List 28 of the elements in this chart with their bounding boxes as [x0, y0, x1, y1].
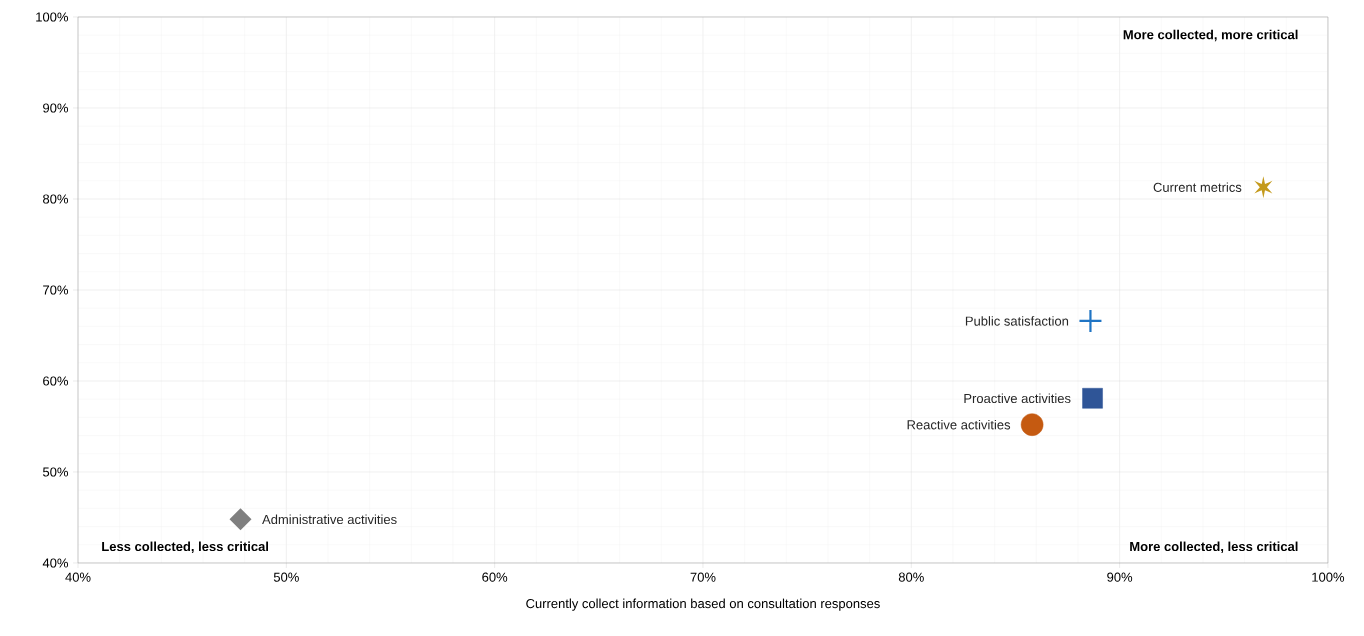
point — [1079, 309, 1102, 332]
y-tick-label: 50% — [42, 467, 69, 477]
annotation: More collected, more critical — [1123, 29, 1298, 42]
series-label: Current metrics — [1153, 182, 1242, 192]
x-axis-title: Currently collect information based on consultation responses — [526, 598, 880, 611]
series-label: Proactive activities — [964, 393, 1071, 404]
y-tick-label: 100% — [36, 12, 69, 22]
x-tick-label: 90% — [1107, 572, 1133, 582]
series-label: Reactive activities — [907, 419, 1011, 430]
point — [229, 508, 252, 531]
x-tick-label: 60% — [482, 572, 508, 582]
x-tick-label: 100% — [1312, 572, 1345, 582]
y-tick-label: 70% — [43, 285, 69, 295]
y-tick-label: 80% — [43, 194, 69, 204]
y-tick-label: 40% — [42, 558, 69, 568]
point — [1254, 176, 1273, 199]
series-label: Public satisfaction — [965, 316, 1069, 326]
x-tick-label: 50% — [273, 572, 299, 582]
annotation: More collected, less critical — [1130, 541, 1298, 553]
x-tick-label: 70% — [690, 572, 716, 582]
point — [1020, 413, 1044, 436]
point — [1082, 388, 1103, 409]
y-tick-label: 60% — [43, 376, 69, 386]
annotation: Less collected, less critical — [102, 541, 268, 553]
series-label: Administrative activities — [262, 514, 397, 525]
x-tick-label: 40% — [65, 572, 91, 582]
y-tick-label: 90% — [43, 103, 69, 113]
x-tick-label: 80% — [898, 572, 924, 582]
